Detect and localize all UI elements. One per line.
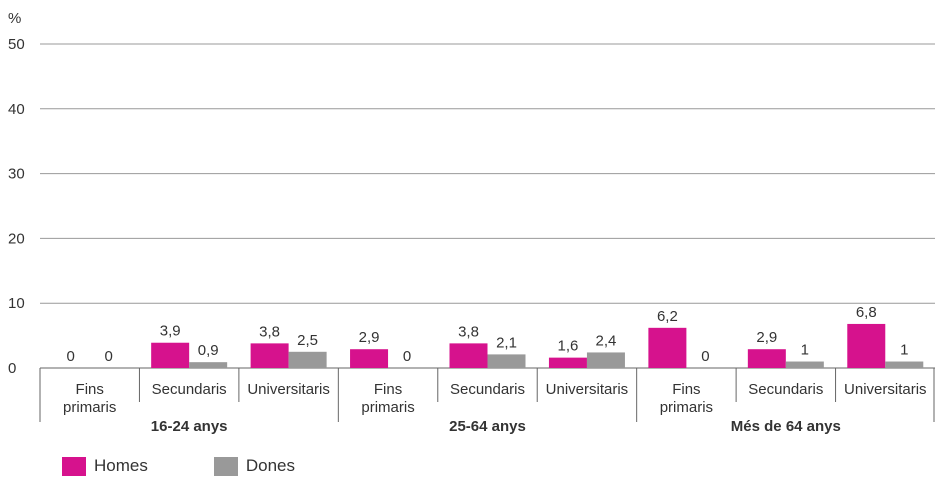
category-label-0-line1: primaris bbox=[63, 399, 116, 416]
data-label-homes-3: 2,9 bbox=[359, 329, 380, 346]
category-label-6-line1: primaris bbox=[660, 399, 713, 416]
y-tick-label-0: 0 bbox=[8, 360, 16, 377]
y-axis-unit-label: % bbox=[8, 10, 21, 27]
data-label-dones-3: 0 bbox=[403, 348, 411, 365]
data-label-dones-6: 0 bbox=[701, 348, 709, 365]
data-label-dones-4: 2,1 bbox=[496, 334, 517, 351]
category-label-3-line1: primaris bbox=[361, 399, 414, 416]
data-label-homes-5: 1,6 bbox=[558, 338, 579, 355]
data-label-homes-4: 3,8 bbox=[458, 323, 479, 340]
category-label-4: Secundaris bbox=[450, 381, 525, 398]
category-label-2: Universitaris bbox=[247, 381, 330, 398]
y-tick-label-30: 30 bbox=[8, 166, 25, 183]
y-tick-label-20: 20 bbox=[8, 230, 25, 247]
category-label-1: Secundaris bbox=[152, 381, 227, 398]
bar-homes-6 bbox=[648, 327, 687, 368]
category-label-6-line0: Fins bbox=[672, 381, 700, 398]
data-label-homes-8: 6,8 bbox=[856, 304, 877, 321]
legend-item-homes: Homes bbox=[62, 456, 148, 476]
bar-homes-7 bbox=[747, 349, 786, 368]
category-label-7: Secundaris bbox=[748, 381, 823, 398]
legend-item-dones: Dones bbox=[213, 456, 295, 476]
legend-swatch-dones bbox=[213, 456, 238, 476]
bar-dones-4 bbox=[487, 354, 526, 368]
bar-homes-2 bbox=[250, 343, 289, 368]
bar-dones-2 bbox=[288, 351, 327, 368]
data-label-dones-7: 1 bbox=[801, 342, 809, 359]
bar-homes-1 bbox=[151, 342, 190, 368]
bar-homes-8 bbox=[847, 323, 886, 368]
bar-dones-5 bbox=[586, 352, 625, 368]
data-label-dones-0: 0 bbox=[105, 348, 113, 365]
y-tick-label-40: 40 bbox=[8, 101, 25, 118]
bar-homes-5 bbox=[548, 357, 587, 368]
chart-legend: Homes Dones bbox=[62, 456, 361, 476]
bar-dones-1 bbox=[189, 362, 228, 368]
y-tick-label-10: 10 bbox=[8, 295, 25, 312]
bar-dones-8 bbox=[885, 361, 924, 368]
bar-homes-4 bbox=[449, 343, 488, 368]
group-label-0: 16-24 anys bbox=[151, 418, 228, 435]
bar-homes-3 bbox=[350, 349, 389, 368]
legend-label-dones: Dones bbox=[245, 456, 295, 475]
legend-label-homes: Homes bbox=[94, 456, 148, 475]
data-label-dones-1: 0,9 bbox=[198, 342, 219, 359]
data-label-homes-7: 2,9 bbox=[756, 329, 777, 346]
group-label-2: Més de 64 anys bbox=[731, 418, 841, 435]
data-label-dones-2: 2,5 bbox=[297, 332, 318, 349]
data-label-homes-6: 6,2 bbox=[657, 308, 678, 325]
data-label-dones-8: 1 bbox=[900, 342, 908, 359]
legend-swatch-homes bbox=[62, 456, 86, 476]
category-label-0-line0: Fins bbox=[76, 381, 104, 398]
group-label-1: 25-64 anys bbox=[449, 418, 526, 435]
bar-dones-7 bbox=[785, 361, 824, 368]
data-label-homes-1: 3,9 bbox=[160, 323, 181, 340]
data-label-homes-0: 0 bbox=[67, 348, 75, 365]
category-label-5: Universitaris bbox=[546, 381, 629, 398]
category-label-8: Universitaris bbox=[844, 381, 927, 398]
y-tick-label-50: 50 bbox=[8, 36, 25, 53]
data-label-homes-2: 3,8 bbox=[259, 323, 280, 340]
data-label-dones-5: 2,4 bbox=[596, 332, 617, 349]
category-label-3-line0: Fins bbox=[374, 381, 402, 398]
